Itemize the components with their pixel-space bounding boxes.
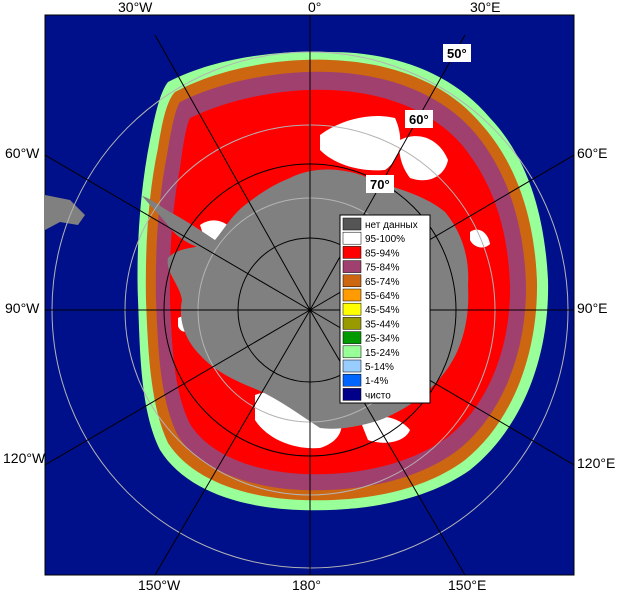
legend-label: 55-64%	[365, 291, 400, 302]
south-america-tip	[45, 195, 85, 230]
legend-swatch	[342, 274, 362, 288]
lat-label-70: 70°	[370, 177, 390, 192]
ice-95-100-patches	[178, 115, 490, 449]
legend-label: 15-24%	[365, 348, 400, 359]
legend-swatch	[342, 246, 362, 259]
lon-label-150e: 150°E	[448, 577, 486, 593]
lon-label-120e: 120°E	[577, 455, 615, 471]
legend-swatch	[342, 345, 362, 359]
legend-swatch	[342, 260, 362, 273]
legend-label: 5-14%	[365, 362, 394, 373]
lon-label-60e: 60°E	[577, 145, 608, 161]
lon-label-180: 180°	[292, 577, 321, 593]
latitude-70-circle	[163, 163, 457, 457]
lon-label-30e: 30°E	[470, 0, 501, 15]
legend-label: 85-94%	[365, 248, 400, 259]
legend-label: 35-44%	[365, 319, 400, 330]
legend-swatch	[342, 388, 362, 401]
lon-label-60w: 60°W	[5, 145, 40, 161]
lon-label-0: 0°	[308, 0, 321, 15]
legend-swatch	[342, 288, 362, 302]
latitude-labels: 50° 60° 70°	[366, 44, 471, 193]
antarctic-peninsula	[142, 196, 215, 250]
legend-label: 25-34%	[365, 334, 400, 345]
lat-label-60: 60°	[409, 112, 429, 127]
legend-swatch	[342, 331, 362, 344]
legend-label: 75-84%	[365, 263, 400, 274]
legend-label: нет данных	[365, 220, 418, 231]
lon-label-90w: 90°W	[5, 300, 40, 316]
lon-label-90e: 90°E	[577, 300, 608, 316]
legend-swatch	[342, 302, 362, 316]
legend-label: чисто	[365, 390, 391, 401]
lon-label-120w: 120°W	[3, 450, 46, 466]
lon-label-30w: 30°W	[118, 0, 153, 15]
legend: нет данных 95-100% 85-94% 75-84% 65-74% 55-64…	[339, 214, 431, 404]
legend-swatch	[342, 373, 362, 387]
legend-swatch	[342, 231, 362, 245]
legend-swatch	[342, 317, 362, 330]
legend-label: 65-74%	[365, 277, 400, 288]
lat-label-50: 50°	[447, 46, 467, 61]
legend-swatch	[342, 217, 362, 231]
legend-label: 45-54%	[365, 305, 400, 316]
legend-swatch	[342, 359, 362, 373]
legend-label: 95-100%	[365, 234, 405, 245]
graticule-meridians	[45, 15, 574, 575]
lon-label-150w: 150°W	[138, 577, 181, 593]
legend-label: 1-4%	[365, 376, 388, 387]
longitude-labels: 30°W 0° 30°E 60°W 90°W 120°W 60°E 90°E 1…	[3, 0, 615, 593]
